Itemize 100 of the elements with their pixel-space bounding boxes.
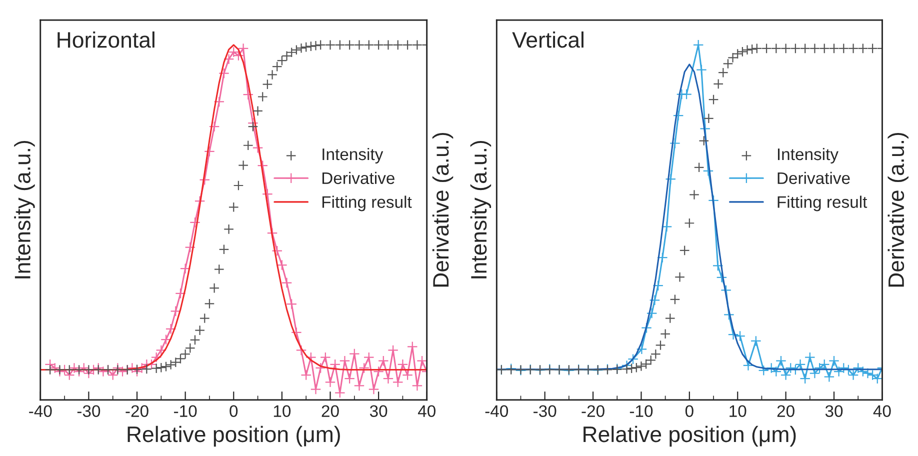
- point: [790, 43, 801, 54]
- point: [752, 43, 762, 54]
- point: [684, 218, 695, 228]
- point: [204, 298, 215, 309]
- x-tick-label: 20: [777, 405, 794, 418]
- x-tick-label: 30: [825, 405, 843, 418]
- x-tick-label: 0: [230, 405, 238, 418]
- y-axis-title: Intensity (a.u.): [470, 140, 492, 278]
- point: [224, 224, 234, 234]
- point: [810, 43, 820, 54]
- x-tick-label: -30: [534, 405, 556, 418]
- x-tick-label: 40: [418, 405, 436, 418]
- point: [708, 94, 719, 105]
- point: [800, 43, 810, 54]
- point: [848, 43, 858, 54]
- point: [190, 334, 200, 346]
- x-tick-label: -20: [582, 405, 604, 418]
- x-tick-label: -40: [29, 405, 52, 418]
- point: [655, 340, 666, 350]
- point: [694, 162, 704, 173]
- y-axis-title: Intensity (a.u.): [14, 140, 35, 278]
- legend-label: Fitting result: [778, 196, 868, 212]
- point: [392, 40, 404, 50]
- point: [242, 140, 254, 151]
- legend-label: Fitting result: [322, 196, 412, 212]
- point: [761, 43, 772, 54]
- x-tick-label: -30: [77, 405, 100, 418]
- point: [306, 41, 316, 52]
- point: [252, 106, 263, 116]
- point: [44, 364, 56, 375]
- point: [670, 294, 680, 305]
- point: [228, 202, 239, 212]
- point: [664, 313, 676, 324]
- y2-axis-title: Derivative (a.u.): [432, 132, 454, 287]
- legend-label: Derivative: [322, 172, 394, 184]
- point: [315, 40, 326, 50]
- legend-label: Derivative: [778, 172, 850, 184]
- x-tick-label: -20: [126, 405, 148, 418]
- point: [64, 364, 75, 375]
- point: [383, 40, 394, 50]
- point: [248, 121, 258, 132]
- x-tick-label: 0: [685, 405, 694, 418]
- x-axis-title: Relative position (μm): [584, 426, 796, 447]
- point: [660, 328, 671, 340]
- x-tick-label: 10: [274, 405, 291, 418]
- y2-axis-title: Derivative (a.u.): [888, 132, 908, 287]
- point: [838, 43, 849, 54]
- point: [262, 79, 273, 90]
- point: [364, 40, 374, 50]
- point: [780, 43, 792, 54]
- point: [141, 364, 152, 374]
- x-axis-title: Relative position (μm): [128, 426, 340, 447]
- x-tick-label: 30: [370, 405, 388, 418]
- point: [354, 40, 364, 50]
- x-tick-label: 10: [730, 405, 746, 418]
- point: [233, 180, 244, 191]
- point: [344, 40, 355, 50]
- point: [819, 43, 830, 54]
- point: [300, 42, 312, 52]
- legend-label: Intensity: [322, 148, 384, 164]
- legend-label: Intensity: [778, 148, 838, 164]
- point: [674, 272, 685, 282]
- chart-title: Horizontal: [58, 31, 154, 48]
- point: [238, 160, 249, 170]
- x-tick-label: 20: [322, 405, 339, 418]
- point: [858, 43, 868, 54]
- point: [151, 363, 162, 374]
- point: [867, 43, 878, 54]
- point: [689, 190, 700, 200]
- point: [402, 40, 413, 50]
- point: [713, 78, 724, 90]
- point: [622, 364, 632, 374]
- x-tick-label: -10: [174, 405, 197, 418]
- point: [156, 362, 166, 373]
- point: [746, 44, 758, 54]
- point: [626, 363, 637, 374]
- x-tick-label: -40: [485, 405, 508, 418]
- chart-title: Vertical: [512, 31, 584, 48]
- point: [199, 313, 210, 324]
- point: [267, 70, 278, 80]
- point: [718, 67, 728, 78]
- point: [679, 245, 690, 256]
- point: [209, 282, 220, 294]
- x-tick-label: -10: [630, 405, 653, 418]
- point: [770, 43, 782, 54]
- point: [698, 136, 710, 146]
- point: [325, 40, 336, 50]
- point: [257, 92, 268, 102]
- point: [703, 113, 714, 124]
- point: [83, 364, 94, 375]
- point: [334, 40, 346, 50]
- point: [828, 43, 840, 54]
- point: [631, 362, 642, 373]
- point: [412, 40, 422, 50]
- point: [373, 40, 384, 50]
- point: [218, 244, 230, 255]
- point: [310, 40, 321, 51]
- x-tick-label: 40: [873, 405, 891, 418]
- point: [214, 264, 224, 274]
- point: [194, 325, 206, 336]
